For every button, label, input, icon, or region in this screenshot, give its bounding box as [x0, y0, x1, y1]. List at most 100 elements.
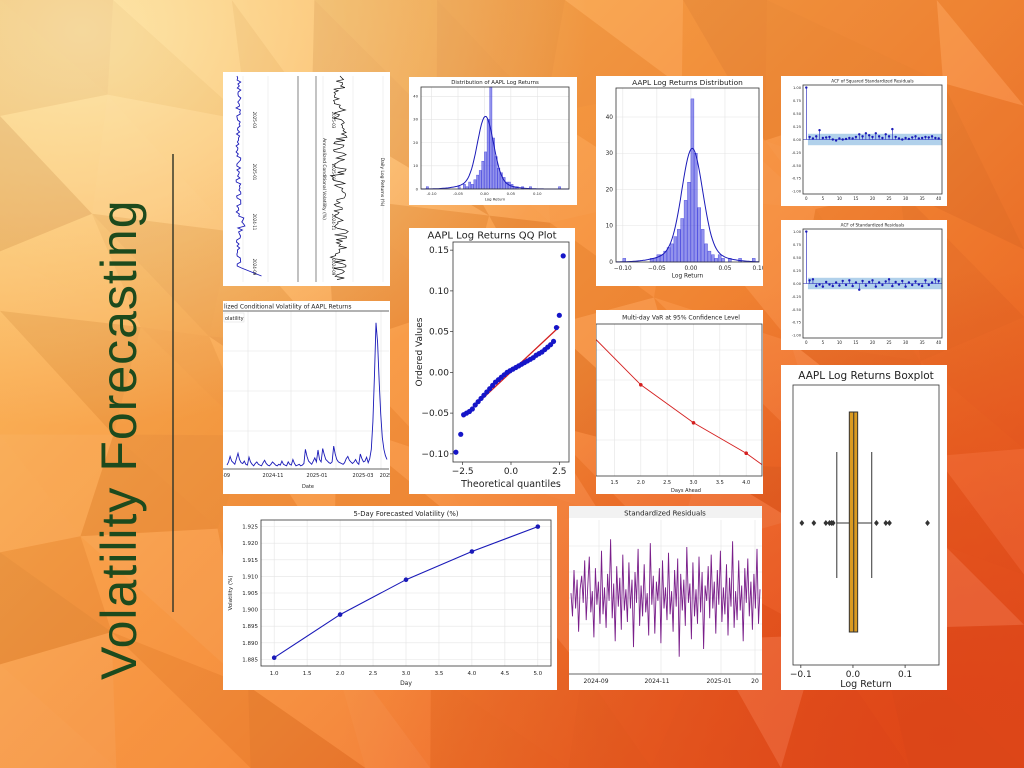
acf-point — [914, 280, 917, 283]
tick-label: 0.50 — [793, 112, 802, 116]
panel-boxplot: −0.1 0.0 0.1 AAPL Log Returns Boxplot Log Re… — [781, 365, 947, 690]
tick-label: 1.885 — [242, 657, 258, 663]
tick-label: 2.0 — [336, 671, 345, 677]
acf-point — [834, 281, 838, 284]
tick-label: 1.915 — [242, 558, 258, 564]
hist-bar — [489, 86, 493, 190]
qq-point — [469, 406, 475, 412]
tick-label: 0.15 — [429, 246, 449, 256]
tick-label: −0.05 — [421, 409, 449, 419]
acf-point — [871, 135, 874, 139]
acf-point — [871, 279, 874, 282]
tick-label: 1.900 — [242, 608, 258, 614]
tick-label: 5 — [822, 196, 825, 201]
chart-title: ACF of Standardized Residuals — [841, 223, 905, 228]
background-facet — [0, 632, 117, 768]
acf-point — [927, 136, 930, 139]
outlier-marker — [830, 520, 836, 526]
axis-label: Annualized Conditional Volatility (%) — [321, 138, 327, 220]
qq-point — [458, 431, 464, 437]
tick-label: 25 — [887, 196, 893, 201]
kde-curve — [616, 147, 759, 263]
chart-acf-squared: 0 5 10 15 20 25 30 35 40 -1.00 -0.75 -0.50 -0.25 0.00… — [792, 79, 943, 201]
panel-cond-vol: olatility -09 2024-11 2025-01 2025-03 2025 Dat… — [223, 301, 390, 494]
acf-point — [911, 136, 914, 139]
tick-label: 1.920 — [242, 541, 258, 547]
tick-label: 20 — [751, 678, 759, 685]
tick-label: 0.10 — [753, 266, 763, 272]
acf-point — [934, 278, 937, 281]
tick-label: 1.5 — [610, 480, 618, 486]
tick-label: 2024-11 — [644, 678, 669, 685]
background-facet — [0, 664, 117, 768]
acf-point — [924, 135, 927, 139]
acf-point — [917, 283, 921, 286]
tick-label: 35 — [920, 196, 926, 201]
panel-dist-small: -0.10 -0.05 0.00 0.05 0.10 0 10 20 30 40 Distribut… — [409, 77, 577, 205]
background-facet — [564, 0, 684, 88]
chart-qq-plot: −2.5 0.0 2.5 −0.10 −0.05 0.00 0.05 0.10 0.15 AAPL… — [415, 231, 570, 490]
acf-point — [897, 137, 901, 140]
axis-label: Log Return — [485, 197, 506, 202]
tick-label: 30 — [413, 117, 418, 122]
background-facet — [0, 434, 114, 537]
acf-point — [815, 284, 818, 288]
chart-title: Distribution of AAPL Log Returns — [451, 80, 539, 86]
acf-point — [864, 132, 868, 135]
tick-label: -0.50 — [792, 164, 802, 168]
background-facet — [0, 434, 81, 553]
tick-label: 2.5 — [369, 671, 378, 677]
panel-forecast-vol: 1.0 1.5 2.0 2.5 3.0 3.5 4.0 4.5 5.0 1.885 1.890 1.8… — [223, 506, 557, 690]
acf-point — [937, 137, 940, 140]
tick-label: 2.5 — [552, 467, 566, 477]
acf-point — [884, 133, 887, 136]
slide-title: Volatility Forecasting — [91, 199, 147, 680]
background-facet — [111, 632, 251, 768]
acf-point — [811, 137, 815, 140]
chart-cond-vol: olatility -09 2024-11 2025-01 2025-03 2025 Dat… — [223, 304, 390, 490]
acf-point — [927, 283, 930, 287]
axes-frame — [420, 86, 570, 190]
tick-label: 20 — [870, 196, 876, 201]
tick-label: 2024-09 — [583, 678, 608, 685]
hist-bar — [476, 174, 479, 190]
tick-label: 30 — [903, 196, 909, 201]
slide-title-group: Volatility Forecasting — [91, 154, 174, 680]
chart-rotated-series: 2024-09 2024-09 2024-11 2024-11 2025-01 2025-… — [235, 75, 385, 282]
chart-forecast-vol: 1.0 1.5 2.0 2.5 3.0 3.5 4.0 4.5 5.0 1.885 1.890 1.8… — [228, 510, 552, 687]
acf-point — [851, 137, 854, 140]
tick-label: -0.25 — [792, 295, 801, 299]
chart-title: Standardized Residuals — [624, 510, 706, 518]
tick-label: 1.895 — [242, 624, 258, 630]
acf-point — [805, 86, 808, 89]
axes-frame — [615, 87, 760, 263]
background-facet — [0, 0, 114, 95]
tick-label: -1.00 — [792, 334, 802, 338]
background-facet — [0, 115, 93, 252]
var-point — [744, 451, 748, 455]
acf-point — [874, 285, 878, 288]
chart-title: ACF of Squared Standardized Residuals — [831, 79, 913, 84]
tick-label: 0.00 — [793, 282, 802, 286]
acf-point — [874, 132, 878, 135]
hist-bar — [486, 119, 490, 190]
tick-label: -1.00 — [792, 190, 802, 194]
tick-label: 2024-09 — [252, 259, 257, 276]
acf-point — [854, 281, 858, 284]
background-facet — [568, 669, 652, 768]
acf-point — [858, 288, 861, 291]
panel-qq-plot: −2.5 0.0 2.5 −0.10 −0.05 0.00 0.05 0.10 0.15 AAPL… — [409, 228, 575, 494]
axes-frame — [260, 519, 552, 667]
tick-label: -0.05 — [453, 191, 463, 196]
tick-label: -0.75 — [792, 321, 801, 325]
acf-point — [930, 281, 934, 284]
tick-label: 1.905 — [242, 591, 258, 597]
axis-label: Daily Log Returns (%) — [379, 158, 385, 207]
chart-acf-standard: 0 5 10 15 20 25 30 35 40 -1.00 -0.75 -0.50 -0.25 0.00… — [792, 223, 943, 345]
acf-point — [824, 136, 828, 139]
background-facet — [0, 94, 108, 214]
tick-label: 10 — [606, 224, 614, 230]
tick-label: 0 — [805, 196, 808, 201]
tick-label: 2025-01 — [331, 164, 336, 181]
chart-title: lized Conditional Volatility of AAPL Ret… — [224, 304, 352, 311]
